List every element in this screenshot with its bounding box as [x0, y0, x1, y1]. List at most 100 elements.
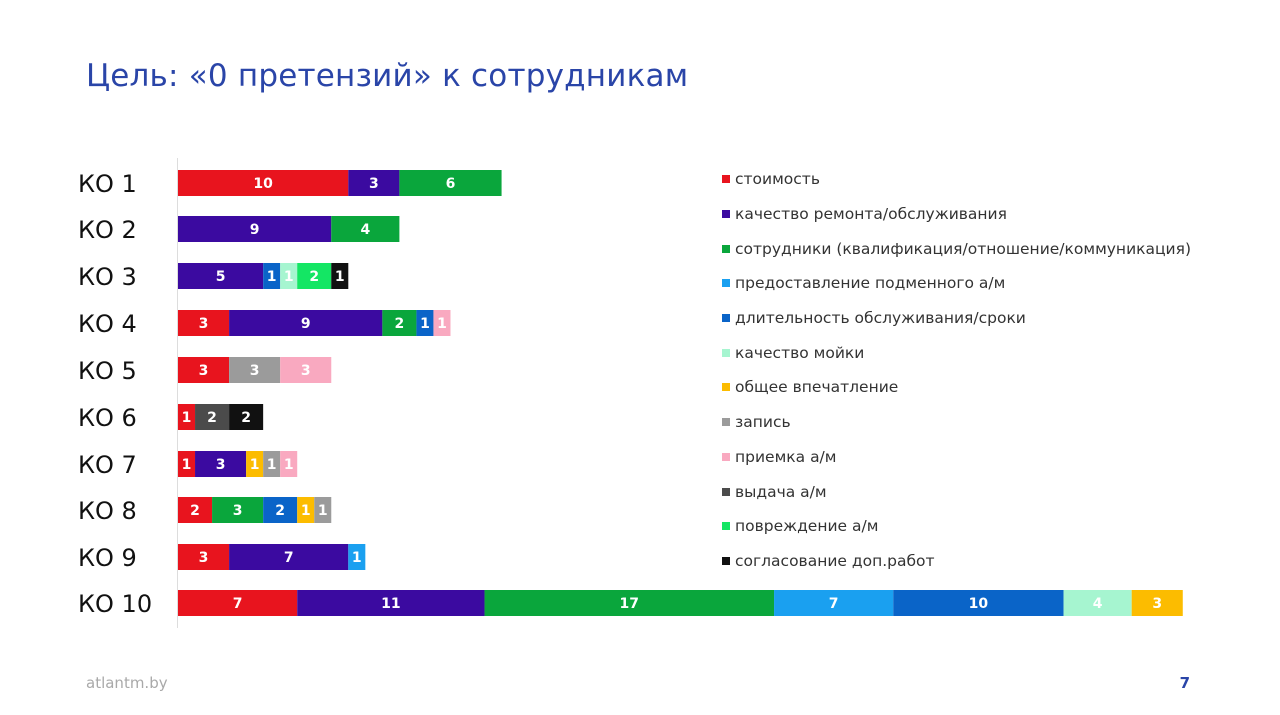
legend-item: выдача а/м	[722, 474, 1191, 509]
legend-swatch	[722, 487, 730, 496]
bar-segment	[178, 170, 349, 196]
data-label: 2	[241, 410, 251, 426]
legend-swatch	[722, 348, 730, 357]
legend-swatch	[722, 452, 730, 461]
data-label: 11	[381, 596, 400, 612]
legend-item: длительность обслуживания/сроки	[722, 301, 1191, 336]
bar-segment	[280, 451, 298, 477]
data-label: 3	[199, 363, 209, 379]
legend-swatch	[722, 210, 730, 219]
legend-swatch	[722, 383, 730, 392]
legend-item: предоставление подменного а/м	[722, 266, 1191, 301]
category-label: КО 10	[78, 590, 152, 618]
category-label: КО 4	[78, 310, 137, 338]
legend-label: общее впечатление	[735, 378, 899, 397]
bar-segment	[178, 263, 264, 289]
data-label: 1	[182, 457, 192, 473]
legend-label: стоимость	[735, 170, 820, 189]
legend-item: запись	[722, 405, 1191, 440]
legend-label: сотрудники (квалификация/отношение/комму…	[735, 239, 1191, 258]
bar-segment	[774, 590, 894, 616]
data-label: 1	[318, 503, 328, 519]
bar-segment	[246, 451, 264, 477]
data-label: 3	[250, 363, 260, 379]
legend-swatch	[722, 314, 730, 323]
bar-segment	[178, 404, 196, 430]
category-label: КО 9	[78, 544, 137, 572]
footer-site-link[interactable]: atlantm.by	[86, 674, 168, 692]
data-label: 3	[369, 176, 379, 192]
data-label: 9	[301, 316, 311, 332]
bar-segment	[178, 544, 230, 570]
category-label: КО 2	[78, 216, 137, 244]
bar-segment	[280, 263, 298, 289]
bar-segment	[1063, 590, 1132, 616]
bar-segment	[178, 357, 230, 383]
legend-item: стоимость	[722, 162, 1191, 197]
data-label: 7	[829, 596, 839, 612]
data-label: 1	[182, 410, 192, 426]
legend-item: приемка а/м	[722, 440, 1191, 475]
bar-segment	[229, 544, 349, 570]
category-label: КО 6	[78, 404, 137, 432]
bar-segment	[484, 590, 775, 616]
data-label: 9	[250, 222, 260, 238]
legend-item: качество мойки	[722, 335, 1191, 370]
bar-segment	[178, 590, 298, 616]
data-label: 1	[335, 269, 345, 285]
data-label: 2	[190, 503, 200, 519]
legend-label: выдача а/м	[735, 482, 827, 501]
category-label: КО 7	[78, 451, 137, 479]
category-label: КО 5	[78, 357, 137, 385]
chart-legend: стоимость качество ремонта/обслуживания со…	[722, 162, 1191, 578]
legend-item: общее впечатление	[722, 370, 1191, 405]
bar-segment	[229, 310, 383, 336]
legend-label: предоставление подменного а/м	[735, 274, 1006, 293]
data-label: 7	[233, 596, 243, 612]
bar-segment	[280, 357, 332, 383]
legend-label: качество мойки	[735, 343, 865, 362]
bar-segment	[195, 404, 230, 430]
bar-segment	[178, 216, 332, 242]
bar-segment	[229, 404, 264, 430]
data-label: 3	[216, 457, 226, 473]
data-label: 3	[1152, 596, 1162, 612]
legend-swatch	[722, 522, 730, 531]
data-label: 1	[352, 550, 362, 566]
bar-segment	[297, 263, 332, 289]
legend-label: длительность обслуживания/сроки	[735, 309, 1026, 328]
data-label: 17	[620, 596, 639, 612]
data-label: 1	[301, 503, 311, 519]
bar-segment	[263, 497, 298, 523]
legend-swatch	[722, 175, 730, 184]
data-label: 3	[301, 363, 311, 379]
data-label: 6	[446, 176, 456, 192]
legend-label: приемка а/м	[735, 447, 837, 466]
legend-item: повреждение а/м	[722, 509, 1191, 544]
data-label: 1	[267, 457, 277, 473]
data-label: 3	[199, 550, 209, 566]
legend-swatch	[722, 556, 730, 565]
bar-segment	[263, 263, 281, 289]
bar-segment	[348, 170, 400, 196]
legend-label: повреждение а/м	[735, 517, 879, 536]
bar-segment	[433, 310, 451, 336]
data-label: 1	[250, 457, 260, 473]
legend-item: согласование доп.работ	[722, 544, 1191, 579]
bar-segment	[348, 544, 366, 570]
bar-segment	[416, 310, 434, 336]
data-label: 1	[437, 316, 447, 332]
slide-title: Цель: «0 претензий» к сотрудникам	[86, 58, 689, 94]
legend-label: запись	[735, 413, 791, 432]
legend-swatch	[722, 279, 730, 288]
bar-segment	[297, 590, 485, 616]
bar-segment	[1131, 590, 1183, 616]
bar-segment	[331, 216, 400, 242]
bar-segment	[195, 451, 247, 477]
data-label: 2	[275, 503, 285, 519]
data-label: 5	[216, 269, 226, 285]
bar-segment	[382, 310, 417, 336]
bar-segment	[297, 497, 315, 523]
data-label: 1	[284, 269, 294, 285]
